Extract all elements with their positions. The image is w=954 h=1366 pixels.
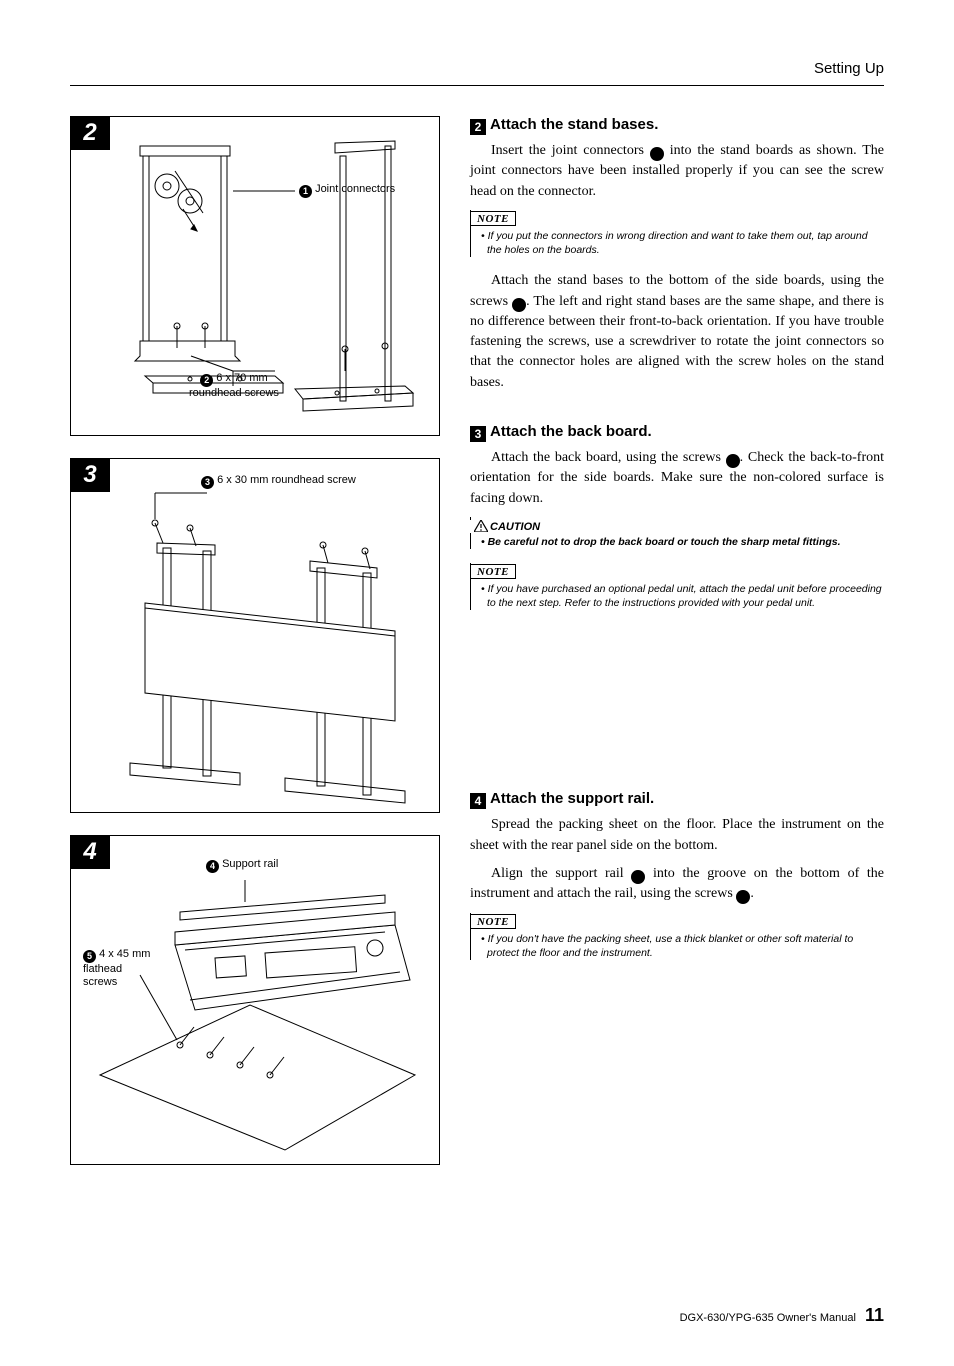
warning-triangle-icon [474,520,488,532]
step-4-note: NOTE • If you don't have the packing she… [470,913,884,960]
step-2-note: NOTE • If you put the connectors in wron… [470,210,884,257]
step-badge-2: 2 [70,116,110,150]
right-column: 2Attach the stand bases. Insert the join… [470,116,884,1165]
footer-page-number: 11 [865,1305,884,1325]
step-3-p1: Attach the back board, using the screws … [470,448,884,509]
page-footer: DGX-630/YPG-635 Owner's Manual 11 [70,1305,884,1326]
step-2-p2: Attach the stand bases to the bottom of … [470,271,884,393]
left-column: 2 [70,116,440,1165]
step-2-heading: 2Attach the stand bases. [470,116,884,135]
ref-4-icon: 4 [631,870,645,884]
fig3-callout-1-text: 6 x 30 mm roundhead screw [217,474,356,486]
step-3-section: 3Attach the back board. Attach the back … [470,423,884,610]
step-3-title: Attach the back board. [490,423,652,440]
note-label: NOTE [470,914,516,929]
fig2-callout-2-line2: roundhead screws [189,387,279,399]
figure-3-box: 3 [70,458,440,813]
header-rule [70,85,884,86]
header-section-title: Setting Up [70,60,884,77]
fig4-callout-2-line1: 4 x 45 mm [99,948,150,960]
circled-1-icon: 1 [299,185,312,198]
fig4-callout-2-line2: flathead [83,963,122,975]
figure-3-diagram [85,473,425,808]
step-4-p1: Spread the packing sheet on the floor. P… [470,815,884,856]
ref-5-icon: 5 [736,890,750,904]
figure-4-box: 4 [70,835,440,1165]
step-4-section: 4Attach the support rail. Spread the pac… [470,790,884,960]
step-badge-3: 3 [70,458,110,492]
main-two-column: 2 [70,116,884,1165]
fig2-callout-1-text: Joint connectors [315,183,395,195]
step-4-p2: Align the support rail 4 into the groove… [470,864,884,905]
circled-2-icon: 2 [200,374,213,387]
ref-1-icon: 1 [650,147,664,161]
step-4-heading: 4Attach the support rail. [470,790,884,809]
step-3-heading: 3Attach the back board. [470,423,884,442]
step-3-caution: CAUTION • Be careful not to drop the bac… [470,517,884,549]
figure-4-diagram [85,850,425,1160]
ref-2-icon: 2 [512,298,526,312]
fig4-callout-2: 5 4 x 45 mm flathead screws [83,948,150,989]
circled-5-icon: 5 [83,950,96,963]
ref-3-icon: 3 [726,454,740,468]
step-2-section: 2Attach the stand bases. Insert the join… [470,116,884,393]
circled-4-icon: 4 [206,860,219,873]
step-2-note-body: • If you put the connectors in wrong dir… [481,229,884,257]
fig3-callout-1: 3 6 x 30 mm roundhead screw [201,474,356,489]
square-2-icon: 2 [470,119,486,135]
fig4-callout-1-text: Support rail [222,858,278,870]
footer-manual-title: DGX-630/YPG-635 Owner's Manual [680,1312,856,1324]
step-4-title: Attach the support rail. [490,790,654,807]
step-4-note-body: • If you don't have the packing sheet, u… [481,932,884,960]
circled-3-icon: 3 [201,476,214,489]
fig2-callout-1: 1 Joint connectors [299,183,395,198]
fig2-callout-2: 2 6 x 70 mm roundhead screws [189,372,279,400]
fig4-callout-1: 4 Support rail [206,858,278,873]
fig2-callout-2-line1: 6 x 70 mm [216,372,267,384]
caution-label: CAUTION [470,520,540,533]
note-label: NOTE [470,211,516,226]
note-label: NOTE [470,564,516,579]
step-badge-4: 4 [70,835,110,869]
step-3-note: NOTE • If you have purchased an optional… [470,563,884,610]
square-3-icon: 3 [470,426,486,442]
figure-2-box: 2 [70,116,440,436]
square-4-icon: 4 [470,793,486,809]
step-2-title: Attach the stand bases. [490,116,658,133]
step-3-caution-body: • Be careful not to drop the back board … [481,535,884,549]
fig4-callout-2-line3: screws [83,976,117,988]
vertical-spacer [470,640,884,790]
step-2-p1: Insert the joint connectors 1 into the s… [470,141,884,202]
step-3-note-body: • If you have purchased an optional peda… [481,582,884,610]
